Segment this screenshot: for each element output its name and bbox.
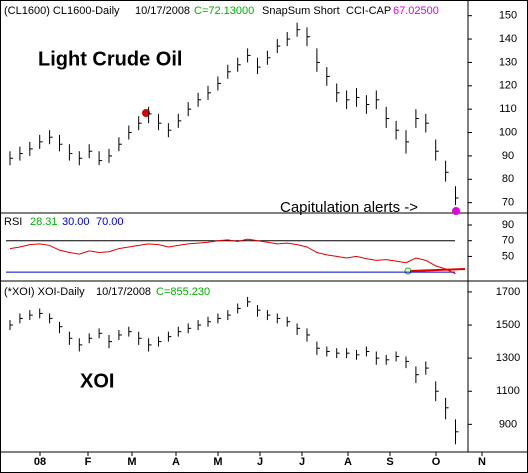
header: C=855.230	[156, 286, 210, 298]
y-tick-label: 140	[499, 33, 517, 45]
header: (*XOI) XOI-Daily	[4, 286, 85, 298]
y-tick-label: 90	[502, 150, 514, 162]
y-tick-label: 90	[502, 219, 514, 231]
x-tick-label: F	[85, 456, 92, 468]
x-tick-label: J	[257, 456, 263, 468]
y-tick-label: 1100	[496, 385, 520, 397]
y-tick-label: 150	[499, 10, 517, 22]
y-tick-label: 900	[499, 418, 517, 430]
header: 10/17/2008	[96, 286, 151, 298]
header: 67.02500	[393, 5, 439, 17]
y-tick-label: 80	[502, 173, 514, 185]
signal-marker	[404, 267, 412, 275]
y-tick-label: 120	[499, 80, 517, 92]
annotation: XOI	[80, 370, 114, 392]
x-tick-label: A	[172, 456, 180, 468]
y-tick-label: 1700	[496, 286, 520, 298]
rsi-line	[9, 238, 456, 275]
divergence-line	[409, 268, 466, 272]
annotation: Light Crude Oil	[38, 48, 182, 70]
alert-dot	[452, 207, 460, 215]
header: CCI-CAP	[346, 5, 391, 17]
header: SnapSum Short	[262, 5, 340, 17]
header: 10/17/2008	[135, 5, 190, 17]
x-tick-label: N	[478, 456, 486, 468]
y-tick-label: 110	[499, 103, 517, 115]
y-tick-label: 70	[502, 235, 514, 247]
x-tick-label: M	[127, 456, 136, 468]
header: 70.00	[96, 216, 124, 228]
y-tick-label: 1500	[496, 319, 520, 331]
header: 28.31	[30, 216, 58, 228]
alert-dot	[142, 109, 150, 117]
header: RSI	[4, 216, 22, 228]
x-tick-label: A	[344, 456, 352, 468]
y-tick-label: 100	[499, 126, 517, 138]
y-tick-label: 1300	[496, 352, 520, 364]
annotation: Capitulation alerts ->	[280, 199, 418, 216]
y-tick-label: 70	[502, 197, 514, 209]
x-tick-label: J	[299, 456, 305, 468]
y-tick-label: 50	[502, 250, 514, 262]
x-tick-label: 08	[34, 456, 46, 468]
header: 30.00	[62, 216, 90, 228]
x-tick-label: M	[213, 456, 222, 468]
x-tick-label: O	[432, 456, 441, 468]
x-tick-label: S	[386, 456, 393, 468]
y-tick-label: 130	[499, 56, 517, 68]
header: (CL1600) CL1600-Daily	[4, 5, 120, 17]
header: C=72.13000	[194, 5, 254, 17]
